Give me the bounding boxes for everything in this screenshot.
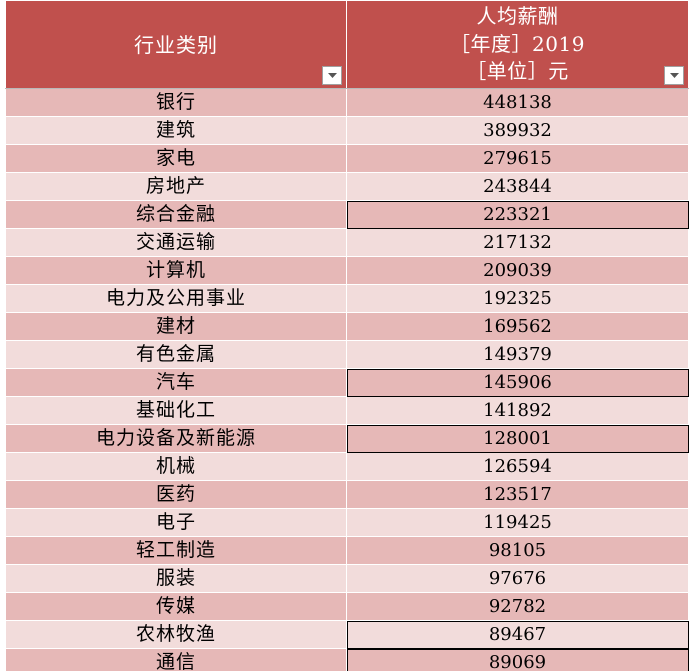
table-row: 建筑 389932 [5, 116, 689, 145]
category-cell[interactable]: 电子 [5, 508, 347, 537]
salary-cell[interactable]: 223321 [346, 200, 689, 229]
category-header-label: 行业类别 [134, 32, 218, 57]
table-row: 房地产 243844 [5, 172, 689, 201]
salary-cell[interactable]: 279615 [346, 144, 689, 173]
salary-header-cell[interactable]: 人均薪酬 ［年度］2019 ［单位］元 [346, 0, 689, 89]
table-row: 电力设备及新能源 128001 [5, 424, 689, 453]
category-cell[interactable]: 机械 [5, 452, 347, 481]
salary-table: 行业类别 人均薪酬 ［年度］2019 ［单位］元 [5, 0, 689, 671]
salary-cell[interactable]: 141892 [346, 396, 689, 425]
category-cell[interactable]: 电力及公用事业 [5, 284, 347, 313]
table-row: 电力及公用事业 192325 [5, 284, 689, 313]
table-row: 基础化工 141892 [5, 396, 689, 425]
salary-cell[interactable]: 448138 [346, 88, 689, 117]
table-row: 轻工制造 98105 [5, 536, 689, 565]
table-row: 建材 169562 [5, 312, 689, 341]
table-row: 银行 448138 [5, 88, 689, 117]
category-cell[interactable]: 电力设备及新能源 [5, 424, 347, 453]
salary-cell[interactable]: 97676 [346, 564, 689, 593]
category-cell[interactable]: 建筑 [5, 116, 347, 145]
table-row: 有色金属 149379 [5, 340, 689, 369]
category-cell[interactable]: 汽车 [5, 368, 347, 397]
salary-header-title: 人均薪酬 [476, 4, 559, 29]
salary-cell[interactable]: 145906 [346, 368, 689, 397]
table-row: 家电 279615 [5, 144, 689, 173]
filter-dropdown-icon [327, 72, 337, 78]
salary-cell[interactable]: 89069 [346, 648, 689, 671]
salary-cell[interactable]: 92782 [346, 592, 689, 621]
table-row: 交通运输 217132 [5, 228, 689, 257]
category-cell[interactable]: 农林牧渔 [5, 620, 347, 649]
salary-cell[interactable]: 119425 [346, 508, 689, 537]
table-row: 计算机 209039 [5, 256, 689, 285]
salary-cell[interactable]: 389932 [346, 116, 689, 145]
table-row: 通信 89069 [5, 648, 689, 671]
table-row: 农林牧渔 89467 [5, 620, 689, 649]
category-cell[interactable]: 服装 [5, 564, 347, 593]
category-cell[interactable]: 交通运输 [5, 228, 347, 257]
salary-cell[interactable]: 123517 [346, 480, 689, 509]
salary-cell[interactable]: 209039 [346, 256, 689, 285]
filter-dropdown-icon [669, 72, 679, 78]
salary-cell[interactable]: 149379 [346, 340, 689, 369]
category-cell[interactable]: 医药 [5, 480, 347, 509]
category-cell[interactable]: 家电 [5, 144, 347, 173]
header-row: 行业类别 人均薪酬 ［年度］2019 ［单位］元 [5, 0, 689, 89]
table-row: 医药 123517 [5, 480, 689, 509]
salary-cell[interactable]: 89467 [346, 620, 689, 649]
salary-filter-button[interactable] [664, 66, 684, 85]
category-header-cell[interactable]: 行业类别 [5, 0, 347, 89]
category-cell[interactable]: 通信 [5, 648, 347, 671]
salary-cell[interactable]: 217132 [346, 228, 689, 257]
salary-cell[interactable]: 192325 [346, 284, 689, 313]
category-cell[interactable]: 房地产 [5, 172, 347, 201]
salary-cell[interactable]: 98105 [346, 536, 689, 565]
category-cell[interactable]: 轻工制造 [5, 536, 347, 565]
table-row: 传媒 92782 [5, 592, 689, 621]
category-cell[interactable]: 计算机 [5, 256, 347, 285]
category-cell[interactable]: 综合金融 [5, 200, 347, 229]
salary-cell[interactable]: 126594 [346, 452, 689, 481]
salary-header-unit: ［单位］元 [466, 59, 569, 84]
table-row: 综合金融 223321 [5, 200, 689, 229]
category-cell[interactable]: 基础化工 [5, 396, 347, 425]
salary-cell[interactable]: 169562 [346, 312, 689, 341]
category-cell[interactable]: 有色金属 [5, 340, 347, 369]
category-cell[interactable]: 银行 [5, 88, 347, 117]
salary-cell[interactable]: 243844 [346, 172, 689, 201]
salary-header-year: ［年度］2019 [450, 31, 585, 56]
table-row: 电子 119425 [5, 508, 689, 537]
category-filter-button[interactable] [322, 66, 342, 85]
table-row: 汽车 145906 [5, 368, 689, 397]
salary-cell[interactable]: 128001 [346, 424, 689, 453]
category-cell[interactable]: 建材 [5, 312, 347, 341]
table-row: 服装 97676 [5, 564, 689, 593]
table-row: 机械 126594 [5, 452, 689, 481]
category-cell[interactable]: 传媒 [5, 592, 347, 621]
